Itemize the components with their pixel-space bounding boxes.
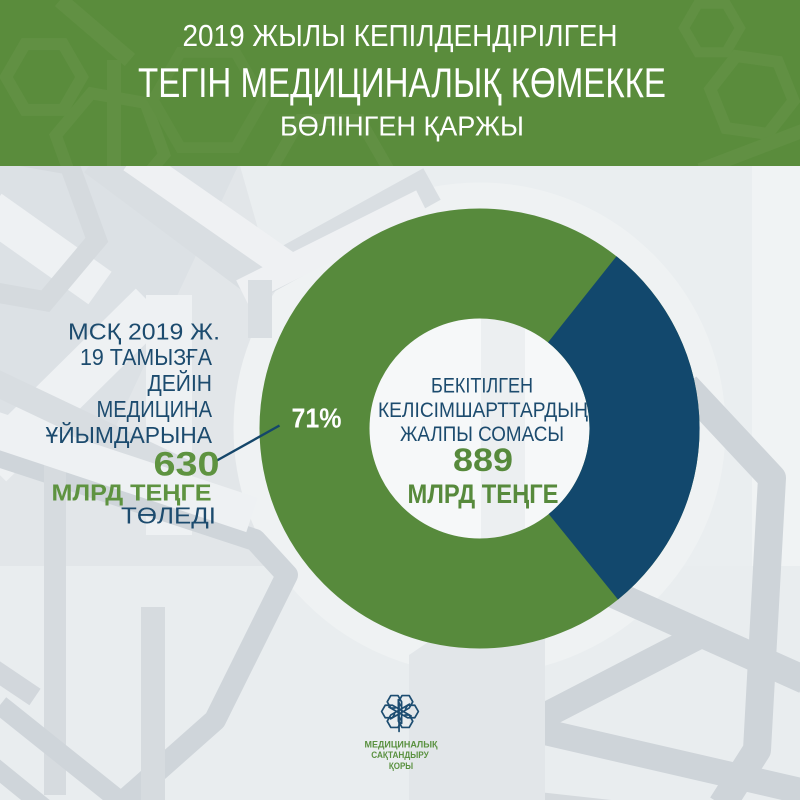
svg-text:БЕКІТІЛГЕН: БЕКІТІЛГЕН — [431, 375, 533, 398]
svg-text:БӨЛІНГЕН ҚАРЖЫ: БӨЛІНГЕН ҚАРЖЫ — [280, 111, 524, 142]
svg-text:ЖАЛПЫ СОМАСЫ: ЖАЛПЫ СОМАСЫ — [400, 423, 564, 446]
svg-text:889: 889 — [453, 442, 513, 478]
svg-text:ҰЙЫМДАРЫНА: ҰЙЫМДАРЫНА — [46, 421, 213, 448]
svg-text:МЕДИЦИНАЛЫҚ: МЕДИЦИНАЛЫҚ — [365, 740, 439, 750]
svg-text:САҚТАНДЫРУ: САҚТАНДЫРУ — [371, 750, 429, 760]
svg-text:ТӨЛЕДІ: ТӨЛЕДІ — [121, 503, 216, 529]
svg-text:МЛРД ТЕҢГЕ: МЛРД ТЕҢГЕ — [52, 480, 212, 506]
svg-text:МСҚ 2019 Ж.: МСҚ 2019 Ж. — [68, 319, 220, 345]
svg-text:ТЕГІН МЕДИЦИНАЛЫҚ КӨМЕККЕ: ТЕГІН МЕДИЦИНАЛЫҚ КӨМЕККЕ — [138, 59, 666, 106]
svg-text:ҚОРЫ: ҚОРЫ — [389, 761, 413, 771]
svg-text:ДЕЙІН: ДЕЙІН — [148, 369, 213, 396]
svg-text:МЕДИЦИНА: МЕДИЦИНА — [97, 396, 213, 422]
svg-text:71%: 71% — [292, 403, 342, 434]
svg-text:МЛРД ТЕҢГЕ: МЛРД ТЕҢГЕ — [408, 479, 559, 509]
svg-text:19 ТАМЫЗҒА: 19 ТАМЫЗҒА — [80, 344, 213, 370]
svg-text:КЕЛІСІМШАРТТАРДЫҢ: КЕЛІСІМШАРТТАРДЫҢ — [378, 399, 588, 422]
svg-text:2019 ЖЫЛЫ КЕПІЛДЕНДІРІЛГЕН: 2019 ЖЫЛЫ КЕПІЛДЕНДІРІЛГЕН — [183, 18, 618, 53]
svg-text:630: 630 — [154, 446, 220, 484]
